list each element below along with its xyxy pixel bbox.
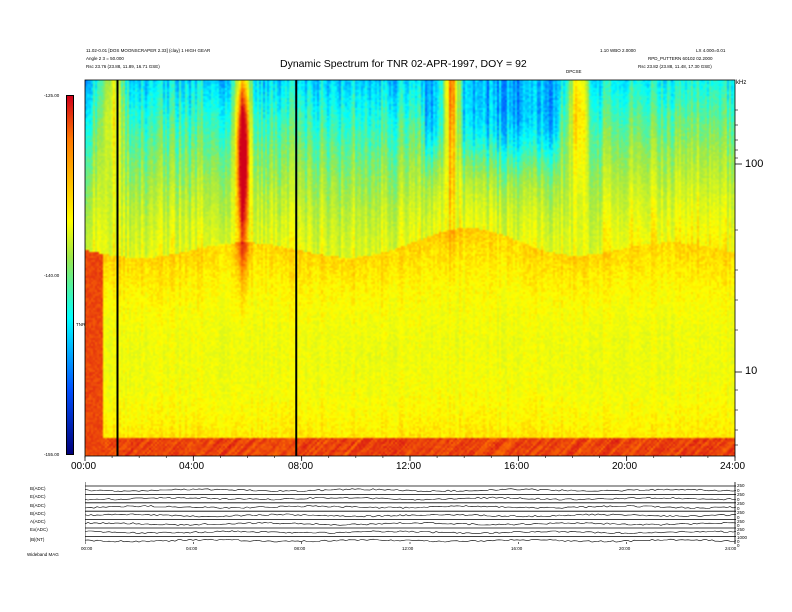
panel-footer-label: Wideband MAG <box>27 552 59 557</box>
header-left-line-3: Rsc 23.76 (23.88, 11.89, 16.71 GSE) <box>86 64 160 69</box>
panel-tick: 250 <box>737 492 745 497</box>
panel-tick: 250 <box>737 501 745 506</box>
panel-label: Ex(ADC) <box>30 527 48 532</box>
panel-tick: 0 <box>737 488 740 493</box>
panel-x-tick: 16:00 <box>511 546 523 551</box>
panel-trace <box>85 521 736 526</box>
x-tick-label: 16:00 <box>504 461 530 472</box>
panel-trace <box>85 513 736 518</box>
x-tick-label: 00:00 <box>71 461 97 472</box>
panel-x-tick: 00:00 <box>81 546 93 551</box>
waveform-panels <box>85 482 736 544</box>
panel-tick: 0 <box>737 543 740 548</box>
colorbar-tick-label: -155.00 <box>44 452 60 457</box>
panel-label: B(ADC) <box>30 486 46 491</box>
panel-tick: 250 <box>737 527 745 532</box>
header-right-line-4: Rsc 23.82 (23.88, 11.48, 17.30 GSE) <box>638 64 712 69</box>
header-right-line-3: RPD_PUTTERN 60102 02.2000 <box>648 56 713 61</box>
panel-x-tick: 04:00 <box>186 546 198 551</box>
panel-label: E(ADC) <box>30 494 46 499</box>
colorbar <box>66 95 74 455</box>
x-tick-label: 20:00 <box>612 461 638 472</box>
panel-trace <box>85 496 736 501</box>
dynamic-spectrogram <box>85 80 735 456</box>
panel-tick: 250 <box>737 483 745 488</box>
x-tick-label: 04:00 <box>179 461 205 472</box>
colorbar-label: TNR <box>76 322 86 327</box>
panel-x-tick: 24:00 <box>725 546 737 551</box>
panel-label: |B|(NT) <box>30 537 45 542</box>
header-right-line-2: LX 4.000=0.01 <box>696 48 726 53</box>
panel-tick: 0 <box>737 515 740 520</box>
y-tick-label: 10 <box>745 365 758 377</box>
panel-trace <box>85 530 736 535</box>
colorbar-tick-label: -125.00 <box>44 93 60 98</box>
panel-label: B(ADC) <box>30 511 46 516</box>
x-tick-label: 12:00 <box>396 461 422 472</box>
marker-label: DPCSE <box>566 69 582 74</box>
panel-label: B(ADC) <box>30 503 46 508</box>
x-tick-label: 08:00 <box>288 461 314 472</box>
y-unit-label: kHz <box>736 80 747 86</box>
panel-tick: 250 <box>737 519 745 524</box>
panel-tick: 0 <box>737 523 740 528</box>
panel-tick: 0 <box>737 531 740 536</box>
chart-title: Dynamic Spectrum for TNR 02-APR-1997, DO… <box>280 58 527 70</box>
header-right-line-1: 1.10 WBO 2.0000 <box>600 48 636 53</box>
panel-trace <box>85 488 736 493</box>
panel-tick: 0 <box>737 506 740 511</box>
panel-tick: 0 <box>737 539 740 544</box>
panel-label: A(ADC) <box>30 519 46 524</box>
header-left-line-2: Angle 2 3 = 50.000 <box>86 56 124 61</box>
panel-tick: 0 <box>737 497 740 502</box>
panel-x-tick: 08:00 <box>294 546 306 551</box>
panel-trace <box>85 538 736 543</box>
x-tick-label: 24:00 <box>720 461 746 472</box>
panel-tick: 1000 <box>737 535 748 540</box>
panel-tick: 250 <box>737 510 745 515</box>
header-left-line-1: 11.02-0.01 [DOS MOONSCRAPER 2.33] (clay)… <box>86 48 211 53</box>
y-tick-label: 100 <box>745 158 764 170</box>
plot-frame <box>84 79 736 457</box>
panel-x-tick: 12:00 <box>402 546 414 551</box>
panel-trace <box>85 505 736 509</box>
colorbar-tick-label: -140.00 <box>44 273 60 278</box>
panel-x-tick: 20:00 <box>619 546 631 551</box>
